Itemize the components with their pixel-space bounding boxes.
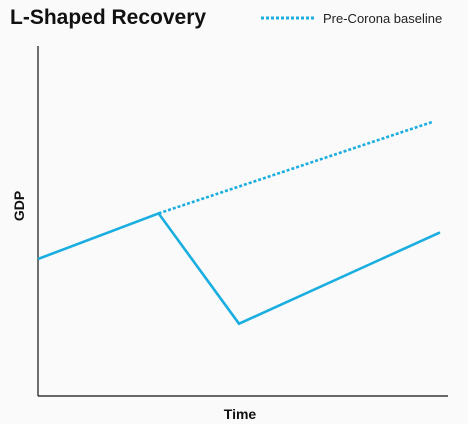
x-axis-label: Time <box>224 406 257 422</box>
gdp-l-shaped-line <box>37 211 441 326</box>
y-axis-label: GDP <box>11 191 27 221</box>
legend-label-baseline: Pre-Corona baseline <box>323 11 442 26</box>
legend: Pre-Corona baseline <box>261 11 442 26</box>
series-layer <box>37 120 441 326</box>
pre-corona-baseline-line <box>158 120 433 215</box>
chart-title: L-Shaped Recovery <box>10 6 206 29</box>
